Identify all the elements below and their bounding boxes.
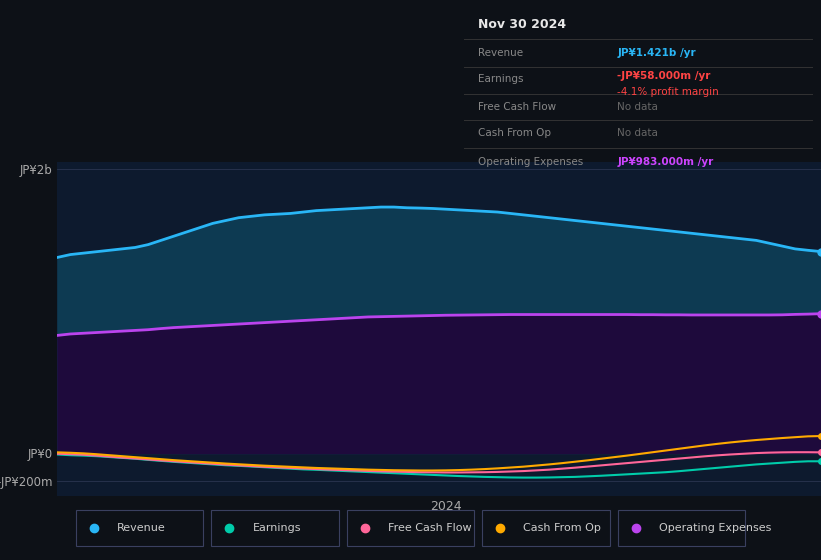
FancyBboxPatch shape <box>212 510 338 546</box>
Text: JP¥1.421b /yr: JP¥1.421b /yr <box>617 48 696 58</box>
Text: No data: No data <box>617 102 658 112</box>
FancyBboxPatch shape <box>76 510 203 546</box>
Text: Operating Expenses: Operating Expenses <box>478 157 583 166</box>
Text: Earnings: Earnings <box>253 523 301 533</box>
FancyBboxPatch shape <box>347 510 475 546</box>
Text: Nov 30 2024: Nov 30 2024 <box>478 18 566 31</box>
Text: Revenue: Revenue <box>117 523 166 533</box>
Text: Earnings: Earnings <box>478 74 523 84</box>
Text: Free Cash Flow: Free Cash Flow <box>478 102 556 112</box>
Text: Revenue: Revenue <box>478 48 523 58</box>
FancyBboxPatch shape <box>482 510 609 546</box>
Text: -JP¥58.000m /yr: -JP¥58.000m /yr <box>617 71 711 81</box>
Text: Cash From Op: Cash From Op <box>524 523 601 533</box>
Text: Free Cash Flow: Free Cash Flow <box>388 523 471 533</box>
Text: Cash From Op: Cash From Op <box>478 128 551 138</box>
Text: No data: No data <box>617 128 658 138</box>
Text: -4.1% profit margin: -4.1% profit margin <box>617 87 719 97</box>
Text: Operating Expenses: Operating Expenses <box>659 523 771 533</box>
Text: JP¥983.000m /yr: JP¥983.000m /yr <box>617 157 713 166</box>
FancyBboxPatch shape <box>617 510 745 546</box>
